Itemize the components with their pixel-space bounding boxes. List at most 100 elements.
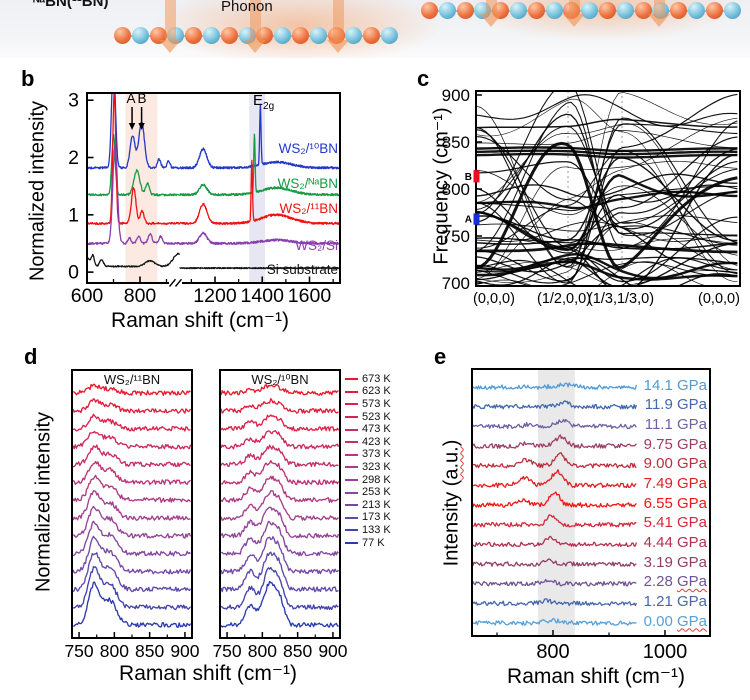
temperature-curve xyxy=(221,536,339,575)
pressure-label: 2.28 GPa xyxy=(597,573,707,590)
temperature-curve xyxy=(221,398,339,414)
temperature-curve xyxy=(221,430,339,450)
boron-atom xyxy=(185,27,203,44)
series-curve xyxy=(88,144,181,246)
pressure-curve xyxy=(473,452,637,469)
temperature-curve xyxy=(73,460,191,486)
pressure-curve xyxy=(473,382,638,390)
axis-break-slash xyxy=(174,278,183,287)
legend-label: 523 K xyxy=(362,410,391,423)
panel-letter-c: c xyxy=(417,66,430,91)
pressure-value: 7.49 xyxy=(643,474,677,492)
phonon-arrow-head xyxy=(563,14,585,27)
phonon-band xyxy=(477,190,738,210)
series-curve xyxy=(88,94,180,170)
plot-frame-e xyxy=(471,368,711,637)
phonon-band xyxy=(477,101,738,252)
legend-dash xyxy=(345,542,358,545)
phonon-arrow-head xyxy=(327,40,349,53)
legend-dash xyxy=(345,441,358,444)
panel-letter-e: e xyxy=(434,344,447,369)
pressure-value: 1.21 xyxy=(643,592,677,610)
pressure-value: 5.41 xyxy=(643,514,677,532)
pressure-unit: GPa xyxy=(676,494,707,512)
panel-b-plot: 600 800 1200 1400 1600 0 1 2 3 xyxy=(68,90,341,307)
legend-label: 373 K xyxy=(362,448,391,461)
pressure-curve xyxy=(473,578,637,587)
pressure-label: 7.49 GPa xyxy=(597,475,707,492)
phonon-band xyxy=(477,256,738,285)
x-tick-label: 1000 xyxy=(643,641,688,663)
boron-atom xyxy=(670,2,688,19)
boron-atom xyxy=(421,2,438,19)
temperature-curve xyxy=(73,552,191,593)
mode-marker-a xyxy=(473,213,480,225)
legend-entry: 373 K xyxy=(345,449,391,462)
boron-atom xyxy=(363,27,381,44)
x-tick-label: 800 xyxy=(536,641,569,663)
peak-b-annotation: B xyxy=(137,91,147,106)
plot-frame-b xyxy=(86,92,341,284)
y-tick-label: 0 xyxy=(68,262,79,284)
temperature-curve xyxy=(221,414,339,432)
x-tick-label: 1200 xyxy=(193,285,237,307)
phonon-band xyxy=(477,237,738,252)
temperature-curve xyxy=(73,505,191,539)
temperature-curve xyxy=(73,383,191,396)
e2g-main: E xyxy=(253,92,264,109)
temperature-curve xyxy=(73,535,191,575)
series-curves xyxy=(88,94,339,270)
pressure-curve xyxy=(473,558,637,567)
nitrogen-atom xyxy=(309,27,327,44)
pressure-value: 6.55 xyxy=(643,494,677,512)
legend-label: 573 K xyxy=(362,397,391,410)
pressure-value: 14.1 xyxy=(643,376,677,394)
nitrogen-atom xyxy=(203,27,220,44)
temperature-curve xyxy=(221,580,339,628)
pressure-curve xyxy=(473,400,638,410)
temperature-curve xyxy=(73,490,191,521)
phonon-band xyxy=(477,157,738,242)
legend-dash xyxy=(345,390,358,393)
substrate-isotope-label: ᴺᵃBN(¹¹BN) xyxy=(33,0,109,10)
pressure-unit: GPa xyxy=(676,455,707,473)
mode-marker-label: A xyxy=(465,215,472,226)
phonon-band xyxy=(477,130,738,149)
temperature-curve xyxy=(221,444,339,468)
x-tick-label: 800 xyxy=(124,285,157,307)
legend-dash xyxy=(345,378,358,381)
mode-marker-b xyxy=(473,170,480,183)
k-point-label: (0,0,0) xyxy=(698,291,740,307)
y-tick-label: 800 xyxy=(442,180,470,199)
axis-break-slash xyxy=(168,278,177,287)
x-tick-label: 900 xyxy=(170,641,199,661)
phonon-arrow-shaft xyxy=(653,0,665,14)
legend-entry: 523 K xyxy=(345,411,391,424)
pressure-value: 0.00 xyxy=(643,612,677,630)
boron-atom xyxy=(705,2,723,19)
boron-atom xyxy=(527,2,545,19)
temperature-curve xyxy=(221,384,339,396)
pressure-value: 4.44 xyxy=(643,533,677,551)
pressure-value: 9.75 xyxy=(643,435,677,453)
nitrogen-atom xyxy=(381,27,398,44)
series-label: WS₂/ᴺᵃBN xyxy=(277,176,338,191)
pressure-unit: GPa xyxy=(676,612,707,630)
phonon-band xyxy=(477,252,738,280)
boron-atom xyxy=(456,2,474,19)
series-label: Si substrate xyxy=(266,262,338,277)
temperature-curve xyxy=(73,413,191,432)
legend-entry: 77 K xyxy=(345,537,391,550)
nitrogen-atom xyxy=(345,27,363,44)
legend-label: 623 K xyxy=(362,385,391,398)
legend-dash xyxy=(345,491,358,494)
temperature-curves xyxy=(73,383,191,628)
shaded-band xyxy=(537,369,575,636)
legend-dash xyxy=(345,466,358,469)
k-point-label: (1/3,1/3,0) xyxy=(588,291,654,307)
panel-d-plot: 750 800 850 900 750 800 850 900 xyxy=(64,369,348,661)
legend-dash xyxy=(345,428,358,431)
legend-label: 133 K xyxy=(362,523,391,536)
pressure-value: 11.9 xyxy=(644,396,677,414)
